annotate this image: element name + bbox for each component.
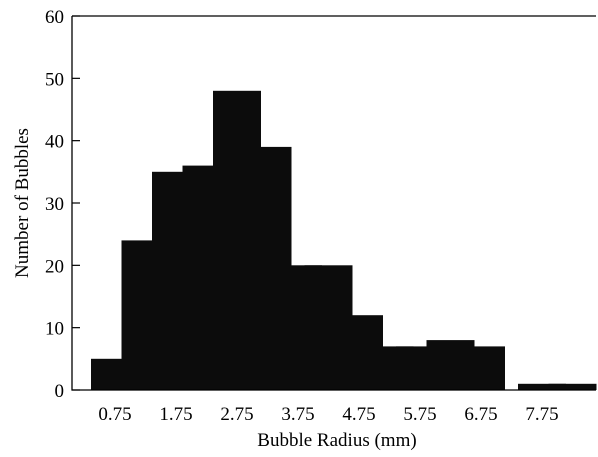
x-axis-ticks: 0.75 1.75 2.75 3.75 4.75 5.75 6.75 7.75: [98, 404, 558, 425]
y-tick-label: 0: [55, 381, 65, 402]
y-tick-label: 50: [45, 69, 64, 90]
y-tick-label: 40: [45, 132, 64, 153]
bar-6.75: [457, 346, 505, 390]
bars-group: [91, 90, 597, 391]
y-tick-label: 10: [45, 319, 64, 340]
x-tick-label: 1.75: [159, 404, 192, 425]
x-tick-label: 3.75: [281, 404, 314, 425]
y-axis-label: Number of Bubbles: [12, 128, 33, 278]
x-tick-label: 5.75: [403, 404, 436, 425]
x-tick-label: 2.75: [220, 404, 253, 425]
x-tick-label: 4.75: [342, 404, 375, 425]
bar-8.25: [548, 383, 597, 390]
x-axis-label: Bubble Radius (mm): [257, 430, 416, 451]
bar-7.75: [518, 383, 566, 390]
y-axis-ticks: 0 10 20 30 40 50 60: [45, 7, 80, 402]
y-tick-label: 60: [45, 7, 64, 28]
y-tick-label: 20: [45, 256, 64, 277]
x-tick-label: 6.75: [464, 404, 497, 425]
y-tick-label: 30: [45, 194, 64, 215]
x-tick-label: 7.75: [525, 404, 558, 425]
x-tick-label: 0.75: [98, 404, 131, 425]
